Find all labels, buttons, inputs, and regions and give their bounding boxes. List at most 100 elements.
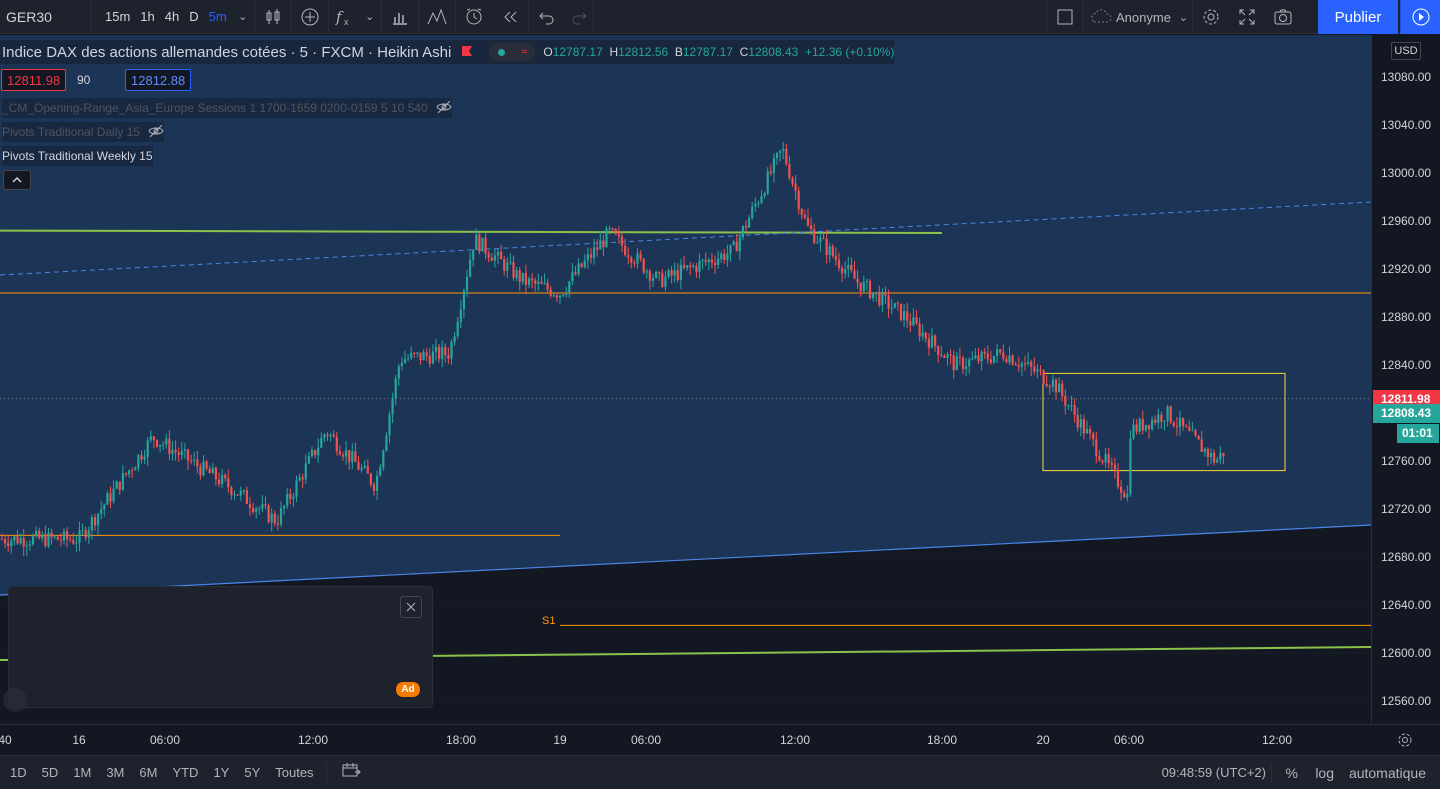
account-menu[interactable]: Anonyme ⌄ xyxy=(1084,0,1192,34)
candle-body xyxy=(419,352,422,361)
interval-15m[interactable]: 15m xyxy=(105,9,131,24)
range-3m[interactable]: 3M xyxy=(106,765,125,780)
publish-menu-button[interactable] xyxy=(1400,0,1440,34)
indicator-pivots-daily[interactable]: Pivots Traditional Daily 15 xyxy=(2,122,165,142)
range-1d[interactable]: 1D xyxy=(10,765,27,780)
candle-body xyxy=(1027,361,1030,364)
snapshot-camera-icon[interactable] xyxy=(1265,0,1301,34)
range-5d[interactable]: 5D xyxy=(41,765,59,780)
compare-add-icon[interactable] xyxy=(292,0,328,34)
price-axis-label: 13040.00 xyxy=(1381,118,1432,132)
divider xyxy=(1271,763,1272,783)
replay-rewind-icon[interactable] xyxy=(492,0,528,34)
candle-body xyxy=(782,148,785,151)
collapse-legend-button[interactable] xyxy=(3,170,31,190)
candle-body xyxy=(614,229,617,235)
indicator-opening-range[interactable]: _CM_Opening-Range_Asia_Europe Sessions 1… xyxy=(2,98,452,118)
candle-body xyxy=(10,540,13,547)
range-ytd[interactable]: YTD xyxy=(172,765,199,780)
market-status-icon[interactable]: ≈ xyxy=(489,43,536,61)
divider xyxy=(327,0,329,34)
range-1m[interactable]: 1M xyxy=(73,765,92,780)
candle-body xyxy=(1185,425,1188,427)
candle-style-icon[interactable] xyxy=(255,0,291,34)
range-5y[interactable]: 5Y xyxy=(244,765,261,780)
range-6m[interactable]: 6M xyxy=(139,765,158,780)
interval-4h[interactable]: 4h xyxy=(164,9,180,24)
indicator-pivots-weekly[interactable]: Pivots Traditional Weekly 15 xyxy=(2,146,153,166)
candle-body xyxy=(583,260,586,267)
interval-d[interactable]: D xyxy=(189,9,199,24)
scroll-control[interactable] xyxy=(3,688,27,712)
candle-body xyxy=(382,450,385,468)
series-legend[interactable]: Indice DAX des actions allemandes cotées… xyxy=(0,40,895,64)
interval-dropdown-chevron-icon[interactable]: ⌄ xyxy=(238,11,248,23)
scale-settings-gear-icon[interactable] xyxy=(1396,731,1414,754)
time-tick: 16 xyxy=(72,733,86,747)
indicators-chevron-icon[interactable]: ⌄ xyxy=(365,11,375,23)
buy-price-button[interactable]: 12812.88 xyxy=(125,69,192,91)
price-chart[interactable] xyxy=(0,35,1371,724)
candle-body xyxy=(1222,453,1225,457)
redo-icon[interactable] xyxy=(565,0,593,34)
log-toggle[interactable]: log xyxy=(1315,765,1334,781)
candle-body xyxy=(245,490,248,505)
delay-icon: ≈ xyxy=(521,46,528,58)
hidden-eye-icon[interactable] xyxy=(148,124,164,141)
candle-body xyxy=(465,276,469,291)
fullscreen-icon[interactable] xyxy=(1229,0,1265,34)
candle-body xyxy=(496,251,500,256)
candle-body xyxy=(934,335,937,347)
candle-body xyxy=(59,539,62,541)
range-all[interactable]: Toutes xyxy=(275,765,314,780)
candle-body xyxy=(986,353,989,360)
candle-body xyxy=(329,434,332,436)
time-scale[interactable]: 40 16 06:00 12:00 18:00 19 06:00 12:00 1… xyxy=(0,724,1440,754)
close-ad-button[interactable] xyxy=(400,596,422,618)
candle-body xyxy=(667,270,670,277)
candle-body xyxy=(580,263,583,267)
play-circle-icon xyxy=(1412,8,1429,26)
symbol-search[interactable]: GER30 xyxy=(0,0,92,34)
candle-body xyxy=(44,534,47,547)
candle-body xyxy=(599,240,602,250)
candle-body xyxy=(763,193,766,197)
publish-button[interactable]: Publier xyxy=(1318,0,1398,34)
range-1y[interactable]: 1Y xyxy=(213,765,230,780)
interval-1h[interactable]: 1h xyxy=(140,9,155,24)
candle-body xyxy=(1098,456,1101,461)
undo-icon[interactable] xyxy=(529,0,565,34)
sell-price-button[interactable]: 12811.98 xyxy=(1,69,67,91)
candle-body xyxy=(475,234,478,250)
candle-body xyxy=(748,217,751,228)
settings-gear-icon[interactable] xyxy=(1193,0,1229,34)
layout-square-icon[interactable] xyxy=(1047,0,1083,34)
candle-body xyxy=(1166,406,1169,421)
candle-body xyxy=(769,171,772,174)
pivot-weekly-line xyxy=(0,229,943,234)
candle-body xyxy=(93,517,97,526)
candle-body xyxy=(143,456,146,460)
candle-body xyxy=(806,217,810,226)
price-scale[interactable]: USD 13080.00 13040.00 13000.00 12960.00 1292… xyxy=(1371,35,1440,724)
candle-body xyxy=(140,455,143,460)
divider xyxy=(1046,0,1047,34)
interval-5m[interactable]: 5m xyxy=(208,9,227,24)
candle-body xyxy=(155,439,159,447)
chart-pane[interactable] xyxy=(0,35,1371,724)
candle-body xyxy=(425,352,428,356)
candle-body xyxy=(841,268,844,274)
candle-body xyxy=(397,366,400,379)
divider xyxy=(380,0,382,34)
templates-icon[interactable] xyxy=(419,0,455,34)
bar-countdown: 01:01 xyxy=(1397,423,1439,443)
goto-date-icon[interactable] xyxy=(335,762,367,783)
alert-clock-icon[interactable] xyxy=(456,0,492,34)
clock-timezone[interactable]: 09:48:59 (UTC+2) xyxy=(1161,765,1266,780)
currency-button[interactable]: USD xyxy=(1391,42,1421,60)
hidden-eye-icon[interactable] xyxy=(436,100,452,117)
auto-scale-toggle[interactable]: automatique xyxy=(1348,765,1426,781)
percent-toggle[interactable]: % xyxy=(1285,765,1298,781)
financials-icon[interactable] xyxy=(382,0,418,34)
